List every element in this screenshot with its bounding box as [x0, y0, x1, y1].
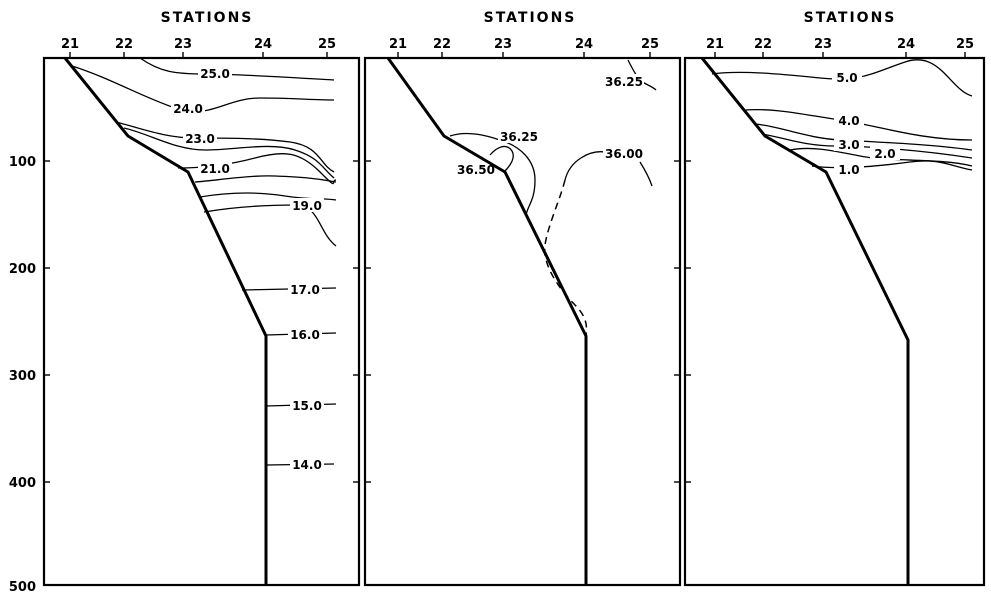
- panel1-label-24: 24.0: [173, 102, 203, 116]
- panel3-xtick-22: 22: [754, 37, 772, 52]
- panel3-contour-2: [789, 147, 973, 167]
- panel2-xtick-23: 23: [494, 37, 512, 52]
- panel2-xtick-22: 22: [433, 37, 451, 52]
- panel1-xtick-22: 22: [115, 37, 133, 52]
- panel1-xtick-25: 25: [318, 37, 336, 52]
- panel1-label-15: 15.0: [292, 399, 322, 413]
- panel1-label-23: 23.0: [185, 132, 215, 146]
- panel1-label-25: 25.0: [200, 67, 230, 81]
- panel2-frame: [363, 56, 682, 587]
- panel-oxygen: STATIONS 21 22 23 24 25 5.0 4.0 3.0 2.0 …: [683, 10, 986, 587]
- panel1-label-16: 16.0: [290, 328, 320, 342]
- panel1-contour-23: [115, 121, 335, 173]
- panel3-label-3: 3.0: [838, 138, 859, 152]
- panel1-xtick-24: 24: [254, 37, 272, 52]
- panel2-xtick-24: 24: [575, 37, 593, 52]
- panel1-label-14: 14.0: [292, 458, 322, 472]
- panel1-xtick-21: 21: [61, 37, 79, 52]
- panel2-contour-36.00-dashed: [543, 179, 588, 339]
- panel3-xtick-24: 24: [897, 37, 915, 52]
- panel2-xtick-25: 25: [641, 37, 659, 52]
- panel3-label-5: 5.0: [836, 71, 857, 85]
- panel3-xtick-23: 23: [814, 37, 832, 52]
- panel3-xtick-21: 21: [706, 37, 724, 52]
- panel2-contour-36.00: [564, 151, 653, 187]
- panel2-label-36.50: 36.50: [457, 163, 495, 177]
- panel3-label-1: 1.0: [838, 163, 859, 177]
- panel3-bottom-profile: [700, 57, 910, 585]
- panel1-contour-22: [123, 127, 335, 179]
- panel2-label-36.00: 36.00: [605, 147, 643, 161]
- panel1-frame: [42, 56, 361, 587]
- panel3-contour-5: [711, 59, 973, 97]
- panel2-bottom-profile: [386, 57, 588, 585]
- y-tick-100: 100: [9, 155, 36, 170]
- panel-temperature: STATIONS 21 22 23 24 25 100 200 300 400 …: [9, 10, 361, 595]
- panel1-bottom-profile: [63, 57, 268, 585]
- panel1-title: STATIONS: [161, 10, 254, 26]
- panel3-label-2: 2.0: [874, 147, 895, 161]
- panel1-contour-20: [194, 175, 337, 183]
- panel1-contour-24: [71, 65, 335, 113]
- panel1-contour-25: [139, 57, 335, 81]
- y-tick-500: 500: [9, 580, 36, 595]
- y-tick-300: 300: [9, 369, 36, 384]
- panel2-title: STATIONS: [484, 10, 577, 26]
- panel3-xtick-25: 25: [956, 37, 974, 52]
- panel3-frame: [683, 56, 986, 587]
- panel2-xtick-21: 21: [389, 37, 407, 52]
- panel3-title: STATIONS: [804, 10, 897, 26]
- panel2-label-36.25-shelf: 36.25: [500, 130, 538, 144]
- panel3-label-4: 4.0: [838, 114, 859, 128]
- panel2-contour-36.50: [489, 145, 514, 173]
- y-tick-200: 200: [9, 262, 36, 277]
- panel2-contour-36.25-shelf: [449, 132, 536, 216]
- panel1-label-17: 17.0: [290, 283, 320, 297]
- y-tick-400: 400: [9, 476, 36, 491]
- panel1-label-21: 21.0: [200, 162, 230, 176]
- panel1-label-19: 19.0: [292, 199, 322, 213]
- panel-salinity: STATIONS 21 22 23 24 25 36.25 36.25 36.5…: [363, 10, 682, 587]
- panel2-label-36.25-surface: 36.25: [605, 75, 643, 89]
- panel1-xtick-23: 23: [174, 37, 192, 52]
